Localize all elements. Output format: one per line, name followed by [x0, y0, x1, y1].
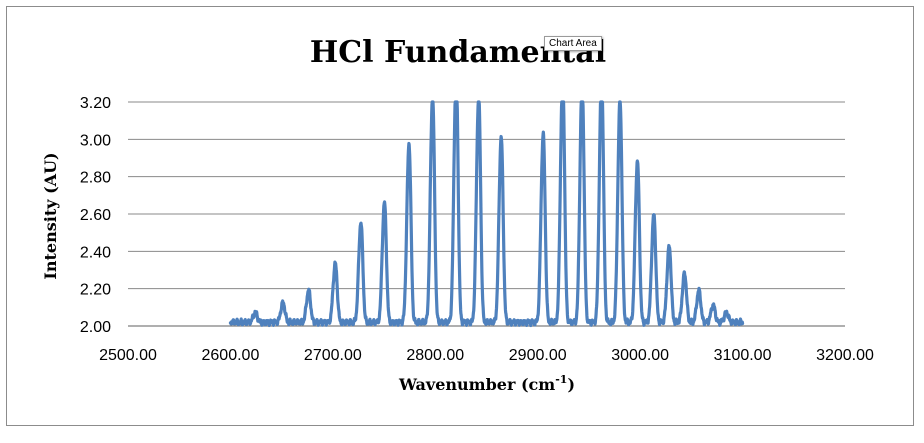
y-tick-label: 2.00 [80, 319, 111, 336]
peak-point [698, 296, 702, 300]
chart-area-tooltip: Chart Area [544, 36, 602, 51]
peak-point [282, 305, 286, 309]
peak-point [455, 128, 459, 132]
x-axis-title-end: ) [567, 375, 575, 394]
peak-point [600, 132, 604, 136]
y-tick-label: 2.60 [80, 207, 111, 224]
y-tick-label: 2.80 [80, 170, 111, 187]
peak-point [619, 150, 623, 154]
y-tick-label: 3.20 [80, 95, 111, 112]
x-tick-label: 2600.00 [202, 347, 260, 364]
y-tick-labels: 2.00 2.20 2.40 2.60 2.80 3.00 3.20 [80, 95, 111, 336]
x-tick-labels: 2500.00 2600.00 2700.00 2800.00 2900.00 3000.… [99, 347, 874, 364]
peak-point [683, 283, 687, 287]
x-tick-label: 2700.00 [304, 347, 362, 364]
x-tick-label: 2900.00 [509, 347, 567, 364]
y-tick-label: 2.20 [80, 282, 111, 299]
peak-point [652, 238, 656, 242]
x-tick-label: 3100.00 [714, 347, 772, 364]
peak-point [254, 313, 258, 317]
peak-markers [254, 128, 729, 317]
peak-point [334, 275, 338, 279]
peak-point [383, 229, 387, 233]
peak-point [636, 197, 640, 201]
peak-point [431, 147, 435, 151]
x-axis-title-sup: -1 [555, 373, 567, 386]
peak-point [668, 262, 672, 266]
peak-point [542, 177, 546, 181]
peak-point [477, 147, 481, 151]
peak-point [500, 178, 504, 182]
x-axis-title: Wavenumber (cm-1) [398, 373, 575, 394]
peak-point [408, 184, 412, 188]
peak-point [712, 307, 716, 311]
peak-point [725, 313, 729, 317]
spectrum-line[interactable] [228, 100, 745, 328]
x-tick-label: 2800.00 [406, 347, 464, 364]
peak-point [581, 135, 585, 139]
x-tick-label: 3000.00 [611, 347, 669, 364]
peak-point [307, 296, 311, 300]
y-tick-label: 2.40 [80, 244, 111, 261]
y-tick-label: 3.00 [80, 132, 111, 149]
y-axis-title: Intensity (AU) [41, 152, 60, 279]
x-tick-label: 2500.00 [99, 347, 157, 364]
peak-point [360, 244, 364, 248]
gridlines [128, 101, 845, 327]
peak-point [561, 132, 565, 136]
x-axis-title-main: Wavenumber (cm [398, 375, 555, 394]
x-tick-label: 3200.00 [816, 347, 874, 364]
